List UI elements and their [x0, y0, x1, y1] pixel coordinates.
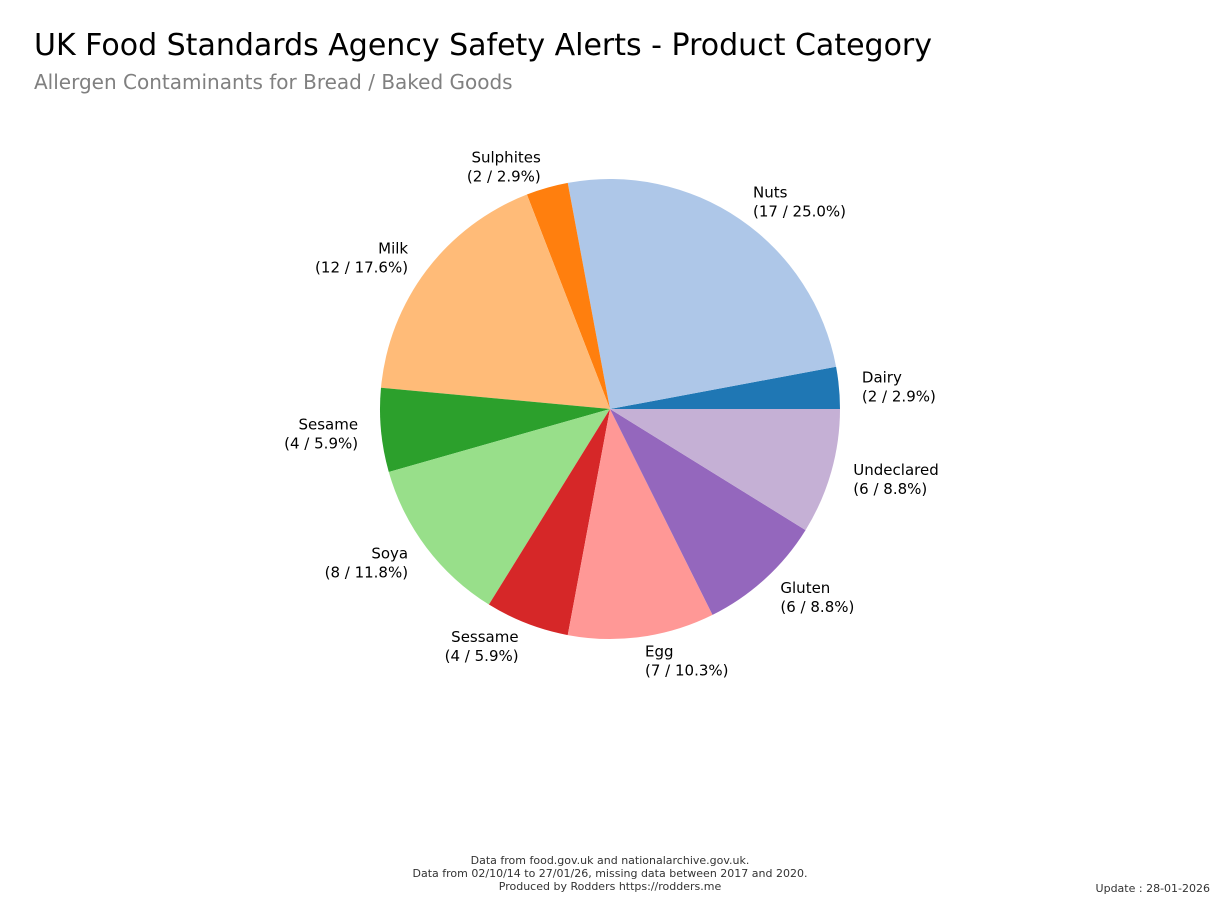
pie-label-nuts: Nuts (17 / 25.0%) [753, 183, 846, 220]
pie-label-name: Nuts [753, 183, 788, 201]
pie-slice-dairy [610, 366, 840, 409]
pie-label-sulphites: Sulphites (2 / 2.9%) [467, 149, 541, 186]
footer-line-date-range: Data from 02/10/14 to 27/01/26, missing … [412, 867, 808, 880]
pie-label-milk: Milk (12 / 17.6%) [315, 240, 408, 277]
pie-label-name: Gluten [780, 579, 830, 597]
pie-label-name: Egg [645, 643, 674, 661]
pie-label-soya: Soya (8 / 11.8%) [325, 545, 409, 582]
pie-slice-sessame [488, 409, 610, 636]
pie-label-value: (8 / 11.8%) [325, 564, 409, 582]
pie-label-value: (4 / 5.9%) [284, 434, 358, 452]
pie-labels: Dairy (2 / 2.9%)Nuts (17 / 25.0%)Sulphites… [284, 149, 939, 680]
pie-label-name: Sessame [451, 628, 518, 646]
pie-slice-egg [567, 409, 713, 639]
pie-label-name: Milk [378, 240, 408, 258]
pie-slice-nuts [567, 179, 837, 409]
pie-label-value: (6 / 8.8%) [853, 480, 927, 498]
pie-label-value: (12 / 17.6%) [315, 259, 408, 277]
pie-slice-milk [380, 194, 610, 409]
footer-line-sources: Data from food.gov.uk and nationalarchiv… [470, 854, 750, 867]
pie-slice-gluten [610, 409, 806, 615]
pie-slice-sulphites [526, 182, 610, 409]
pie-label-value: (4 / 5.9%) [445, 647, 519, 665]
pie-label-egg: Egg (7 / 10.3%) [645, 643, 729, 680]
pie-slice-undeclared [610, 409, 840, 531]
pie-label-name: Dairy [862, 369, 902, 387]
pie-slice-soya [388, 409, 610, 605]
pie-label-name: Undeclared [853, 461, 938, 479]
pie-label-undeclared: Undeclared (6 / 8.8%) [853, 461, 938, 498]
footer-notes: Data from food.gov.uk and nationalarchiv… [0, 854, 1220, 893]
pie-label-dairy: Dairy (2 / 2.9%) [862, 369, 936, 406]
footer-line-author: Produced by Rodders https://rodders.me [498, 880, 722, 893]
pie-label-value: (6 / 8.8%) [780, 598, 854, 616]
pie-label-name: Sesame [298, 415, 358, 433]
pie-label-value: (17 / 25.0%) [753, 202, 846, 220]
chart-title: UK Food Standards Agency Safety Alerts -… [34, 28, 933, 63]
pie-label-sesame: Sesame (4 / 5.9%) [284, 415, 358, 452]
pie-label-sessame: Sessame (4 / 5.9%) [445, 628, 519, 665]
pie-slice-sesame [379, 387, 610, 472]
update-stamp: Update : 28-01-2026 [1095, 882, 1210, 895]
pie-slices [379, 179, 840, 639]
pie-label-value: (2 / 2.9%) [467, 168, 541, 186]
pie-label-value: (7 / 10.3%) [645, 662, 729, 680]
pie-label-name: Soya [371, 545, 408, 563]
pie-label-gluten: Gluten (6 / 8.8%) [780, 579, 854, 616]
pie-label-value: (2 / 2.9%) [862, 388, 936, 406]
chart-subtitle: Allergen Contaminants for Bread / Baked … [34, 70, 513, 94]
pie-label-name: Sulphites [471, 149, 541, 167]
